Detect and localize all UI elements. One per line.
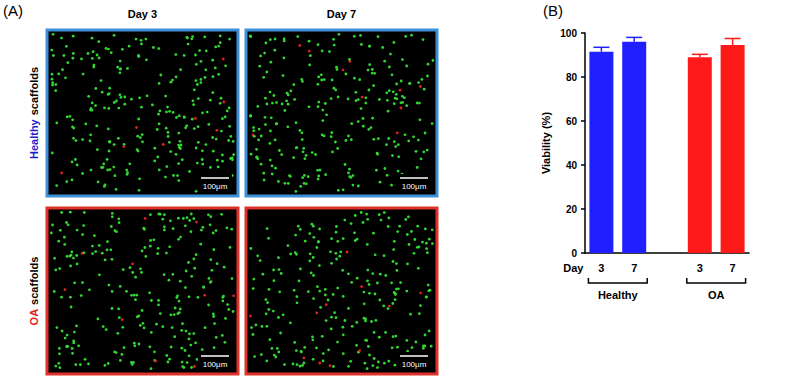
svg-text:100: 100	[560, 28, 577, 39]
svg-text:OA: OA	[708, 289, 725, 301]
svg-text:Viability (%): Viability (%)	[540, 112, 552, 174]
svg-text:20: 20	[566, 204, 578, 215]
svg-text:7: 7	[631, 262, 637, 274]
svg-text:3: 3	[697, 262, 703, 274]
svg-text:Healthyscaffolds: Healthyscaffolds	[28, 67, 40, 159]
svg-text:Day: Day	[563, 262, 584, 274]
svg-text:60: 60	[566, 116, 578, 127]
svg-text:Day 7: Day 7	[327, 8, 356, 20]
svg-text:80: 80	[566, 72, 578, 83]
svg-text:(B): (B)	[543, 2, 563, 19]
svg-text:40: 40	[566, 160, 578, 171]
svg-text:Healthy: Healthy	[598, 289, 639, 301]
svg-text:100μm: 100μm	[402, 360, 427, 369]
svg-text:0: 0	[571, 248, 577, 259]
svg-text:(A): (A)	[3, 2, 23, 19]
svg-text:3: 3	[598, 262, 604, 274]
svg-text:Day 3: Day 3	[128, 8, 157, 20]
svg-text:OAscaffolds: OAscaffolds	[28, 257, 40, 326]
svg-text:100μm: 100μm	[402, 182, 427, 191]
svg-text:100μm: 100μm	[203, 182, 228, 191]
svg-text:100μm: 100μm	[203, 360, 228, 369]
svg-text:7: 7	[730, 262, 736, 274]
